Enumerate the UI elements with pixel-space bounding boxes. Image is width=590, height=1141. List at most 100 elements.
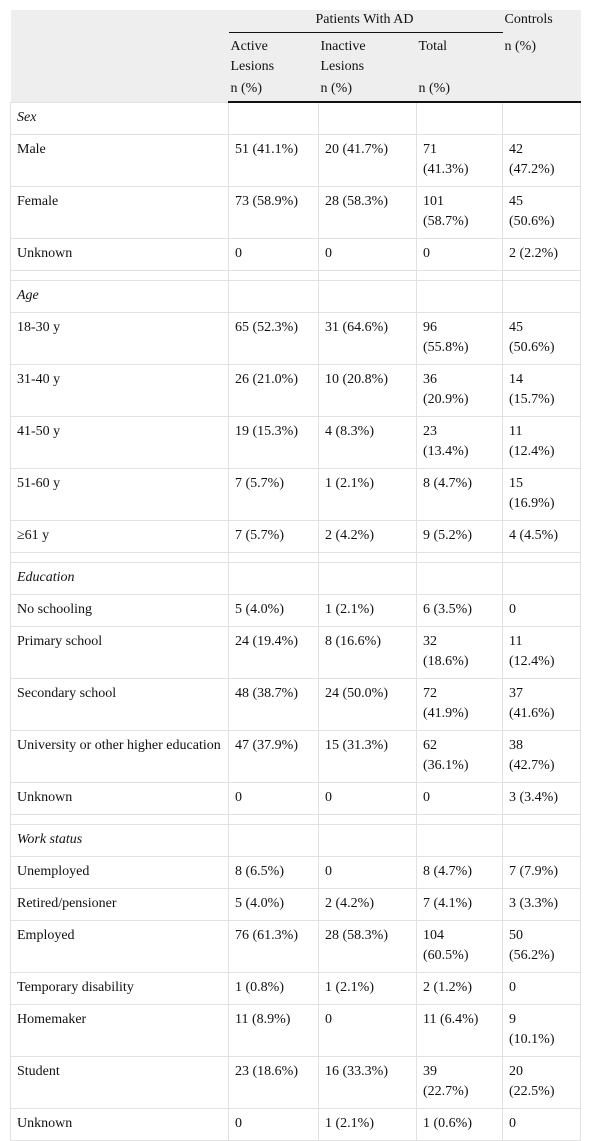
- row-label: Male: [10, 133, 229, 187]
- empty-cell: [318, 561, 417, 595]
- row-label: 51-60 y: [10, 467, 229, 521]
- cell-value: 104 (60.5%): [416, 919, 503, 973]
- header-blank: [502, 77, 581, 103]
- cell-value: 24 (19.4%): [228, 625, 319, 679]
- empty-cell: [228, 561, 319, 595]
- cell-value: 11 (12.4%): [502, 625, 581, 679]
- empty-cell: [228, 551, 319, 563]
- cell-value: 31 (64.6%): [318, 311, 417, 365]
- spacer-row: [10, 551, 581, 563]
- empty-cell: [502, 823, 581, 857]
- cell-value: 73 (58.9%): [228, 185, 319, 239]
- data-row: Unknown 0 0 0 3 (3.4%): [10, 781, 581, 815]
- cell-value: 45 (50.6%): [502, 185, 581, 239]
- cell-value: 65 (52.3%): [228, 311, 319, 365]
- empty-cell: [416, 101, 503, 135]
- cell-value: 24 (50.0%): [318, 677, 417, 731]
- empty-cell: [318, 101, 417, 135]
- controls-header: Controls: [502, 10, 581, 33]
- cell-value: 0: [416, 237, 503, 271]
- cell-value: 7 (5.7%): [228, 467, 319, 521]
- row-label: 18-30 y: [10, 311, 229, 365]
- cell-value: 23 (13.4%): [416, 415, 503, 469]
- empty-cell: [502, 551, 581, 563]
- unit-header: n (%): [502, 32, 581, 77]
- cell-value: 1 (2.1%): [318, 467, 417, 521]
- spacer-row: [10, 269, 581, 281]
- empty-cell: [10, 269, 229, 281]
- cell-value: 4 (4.5%): [502, 519, 581, 553]
- cell-value: 19 (15.3%): [228, 415, 319, 469]
- row-label: ≥61 y: [10, 519, 229, 553]
- table-header: Patients With AD Controls Active Lesions…: [10, 10, 581, 103]
- row-label: Unknown: [10, 1107, 229, 1141]
- cell-value: 0: [416, 781, 503, 815]
- section-row: Age: [10, 279, 581, 313]
- cell-value: 37 (41.6%): [502, 677, 581, 731]
- cell-value: 15 (16.9%): [502, 467, 581, 521]
- cell-value: 9 (5.2%): [416, 519, 503, 553]
- cell-value: 15 (31.3%): [318, 729, 417, 783]
- data-row: Retired/pensioner 5 (4.0%) 2 (4.2%) 7 (4.1%…: [10, 887, 581, 921]
- empty-cell: [502, 269, 581, 281]
- row-label: Secondary school: [10, 677, 229, 731]
- empty-cell: [416, 561, 503, 595]
- data-row: Student 23 (18.6%) 16 (33.3%) 39 (22.7%) 20 …: [10, 1055, 581, 1109]
- unit-header: n (%): [228, 77, 319, 103]
- empty-cell: [228, 279, 319, 313]
- empty-cell: [318, 823, 417, 857]
- row-label: 31-40 y: [10, 363, 229, 417]
- row-label: Female: [10, 185, 229, 239]
- row-label: Primary school: [10, 625, 229, 679]
- data-row: Temporary disability 1 (0.8%) 1 (2.1%) 2 (1…: [10, 971, 581, 1005]
- data-row: Unemployed 8 (6.5%) 0 8 (4.7%) 7 (7.9%): [10, 855, 581, 889]
- cell-value: 62 (36.1%): [416, 729, 503, 783]
- empty-cell: [502, 561, 581, 595]
- cell-value: 47 (37.9%): [228, 729, 319, 783]
- cell-value: 101 (58.7%): [416, 185, 503, 239]
- cell-value: 11 (8.9%): [228, 1003, 319, 1057]
- row-label: Homemaker: [10, 1003, 229, 1057]
- empty-cell: [416, 279, 503, 313]
- unit-header: n (%): [416, 77, 503, 103]
- data-row: Homemaker 11 (8.9%) 0 11 (6.4%) 9 (10.1%): [10, 1003, 581, 1057]
- cell-value: 1 (0.6%): [416, 1107, 503, 1141]
- column-header: Total: [416, 32, 503, 77]
- cell-value: 96 (55.8%): [416, 311, 503, 365]
- spacer-row: [10, 813, 581, 825]
- cell-value: 16 (33.3%): [318, 1055, 417, 1109]
- empty-cell: [10, 551, 229, 563]
- row-label: Student: [10, 1055, 229, 1109]
- cell-value: 0: [228, 781, 319, 815]
- cell-value: 72 (41.9%): [416, 677, 503, 731]
- cell-value: 11 (12.4%): [502, 415, 581, 469]
- empty-cell: [228, 101, 319, 135]
- cell-value: 3 (3.3%): [502, 887, 581, 921]
- empty-cell: [416, 823, 503, 857]
- cell-value: 23 (18.6%): [228, 1055, 319, 1109]
- empty-cell: [416, 269, 503, 281]
- cell-value: 0: [502, 593, 581, 627]
- cell-value: 10 (20.8%): [318, 363, 417, 417]
- cell-value: 20 (22.5%): [502, 1055, 581, 1109]
- empty-cell: [318, 279, 417, 313]
- cell-value: 28 (58.3%): [318, 185, 417, 239]
- cell-value: 50 (56.2%): [502, 919, 581, 973]
- row-label: Temporary disability: [10, 971, 229, 1005]
- empty-cell: [502, 813, 581, 825]
- table-body: Sex Male 51 (41.1%) 20 (41.7%) 71 (41.3%) 42 …: [10, 101, 581, 1141]
- cell-value: 9 (10.1%): [502, 1003, 581, 1057]
- empty-cell: [228, 269, 319, 281]
- row-label: Unknown: [10, 237, 229, 271]
- group-header: Patients With AD: [228, 10, 503, 33]
- cell-value: 8 (6.5%): [228, 855, 319, 889]
- section-title: Work status: [10, 823, 229, 857]
- empty-cell: [318, 813, 417, 825]
- header-blank: [10, 10, 229, 102]
- row-label: Retired/pensioner: [10, 887, 229, 921]
- cell-value: 1 (2.1%): [318, 593, 417, 627]
- cell-value: 0: [318, 1003, 417, 1057]
- cell-value: 0: [502, 1107, 581, 1141]
